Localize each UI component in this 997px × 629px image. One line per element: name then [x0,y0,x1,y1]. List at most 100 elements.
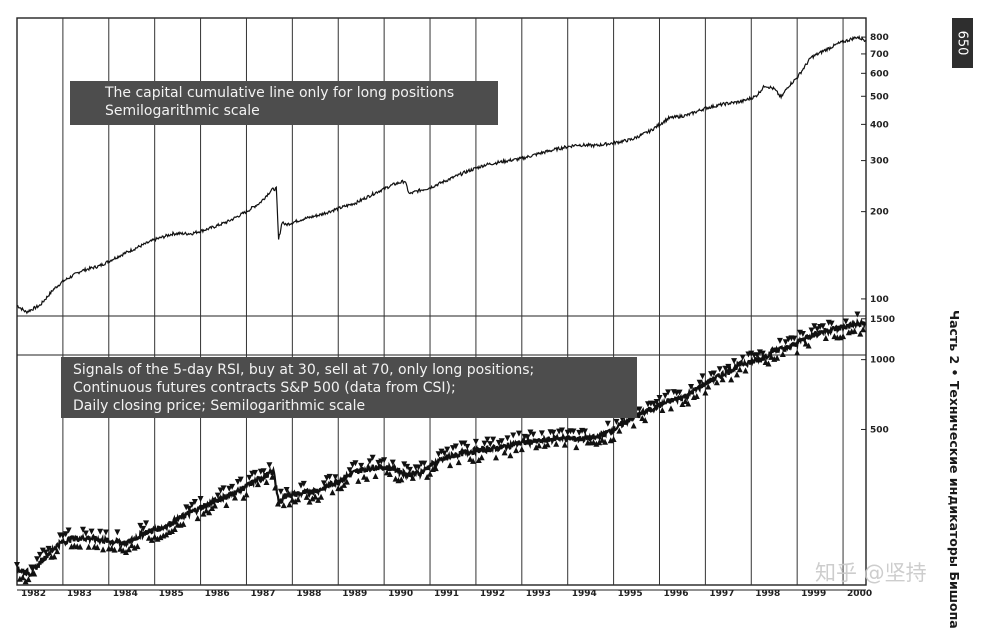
sell-signal-marker [538,430,545,437]
sell-signal-marker [320,480,327,487]
buy-signal-marker [713,379,720,386]
sell-signal-marker [346,467,353,474]
sell-signal-marker [406,466,413,473]
sell-signal-marker [452,443,459,450]
sell-signal-marker [226,485,233,492]
sell-signal-marker [114,529,121,536]
sell-signal-marker [819,323,826,330]
y-tick-label-bottom: 1000 [870,356,895,366]
x-tick-label: 1999 [801,589,826,599]
buy-signal-marker [25,576,32,583]
buy-signal-marker [272,484,279,491]
sell-signal-marker [527,429,534,436]
sell-signal-marker [636,406,643,413]
buy-signal-marker [269,473,276,480]
buy-signal-marker [122,549,129,556]
sell-signal-marker [277,488,284,495]
sell-signal-marker [665,389,672,396]
top-annotation-line2: Semilogarithmic scale [105,103,260,119]
sell-signal-marker [653,398,660,405]
buy-signal-marker [544,441,551,448]
sell-signal-marker [234,478,241,485]
buy-signal-marker [286,501,293,508]
sp500-price-line [16,317,866,578]
buy-signal-marker [254,481,261,488]
buy-signal-marker [794,349,801,356]
buy-signal-marker [111,546,118,553]
sell-signal-marker [36,551,43,558]
buy-signal-marker [145,534,152,541]
sell-signal-marker [854,311,861,318]
sell-signal-marker [524,434,531,441]
sell-signal-marker [581,428,588,435]
sell-signal-marker [441,450,448,457]
sell-signal-marker [102,529,109,536]
buy-signal-marker [340,481,347,488]
sell-signal-marker [464,443,471,450]
sell-signal-marker [79,526,86,533]
buy-signal-marker [409,474,416,481]
buy-signal-marker [518,446,525,453]
buy-signal-marker [736,366,743,373]
buy-signal-marker [94,544,101,551]
x-tick-label: 1984 [113,589,138,599]
buy-signal-marker [501,449,508,456]
buy-signal-marker [432,465,439,472]
buy-signal-marker [372,473,379,480]
sell-signal-marker [197,496,204,503]
bottom-annotation-line3: Daily closing price; Semilogarithmic sca… [73,398,366,414]
capital-cumulative-line [16,34,867,315]
sell-signal-marker [650,400,657,407]
buy-signal-marker [240,494,247,501]
sell-signal-marker [814,326,821,333]
sell-signal-marker [472,438,479,445]
y-tick-label-bottom: 1500 [870,315,895,325]
buy-signal-marker [200,510,207,517]
side-caption: Часть 2 • Технические индикаторы Бишопа [947,310,962,629]
sell-signal-marker [415,464,422,471]
buy-signal-marker [467,455,474,462]
sell-signal-marker [576,429,583,436]
x-tick-label: 1992 [480,589,505,599]
sell-signal-marker [358,462,365,469]
buy-signal-marker [51,553,58,560]
x-tick-label: 2000 [847,589,872,599]
buy-signal-marker [610,435,617,442]
buy-signal-marker [231,494,238,501]
sell-signal-marker [791,335,798,342]
sell-signal-marker [504,435,511,442]
buy-signal-marker [280,502,287,509]
buy-signal-marker [223,501,230,508]
sell-signal-marker [229,483,236,490]
sell-signal-marker [88,528,95,535]
x-tick-label: 1993 [526,589,551,599]
sell-signal-marker [300,480,307,487]
buy-signal-marker [599,436,606,443]
buy-signal-marker [194,515,201,522]
x-tick-label: 1989 [342,589,367,599]
sell-signal-marker [782,339,789,346]
sell-signal-marker [220,485,227,492]
sell-signal-marker [722,365,729,372]
sell-signal-marker [252,469,259,476]
buy-signal-marker [209,505,216,512]
x-tick-label: 1996 [663,589,688,599]
buy-signal-marker [16,575,23,582]
sell-signal-marker [731,358,738,365]
buy-signal-marker [315,496,322,503]
sell-signal-marker [656,394,663,401]
buy-signal-marker [455,459,462,466]
top-annotation-line1: The capital cumulative line only for lon… [105,85,455,101]
sell-signal-marker [65,527,72,534]
buy-signal-marker [840,333,847,340]
buy-signal-marker [728,376,735,383]
sell-signal-marker [260,468,267,475]
buy-signal-marker [77,543,84,550]
sell-signal-marker [381,457,388,464]
buy-signal-marker [860,326,867,333]
sell-signal-marker [42,549,49,556]
buy-signal-marker [742,367,749,374]
sell-signal-marker [799,331,806,338]
sell-signal-marker [558,427,565,434]
sell-signal-marker [188,501,195,508]
